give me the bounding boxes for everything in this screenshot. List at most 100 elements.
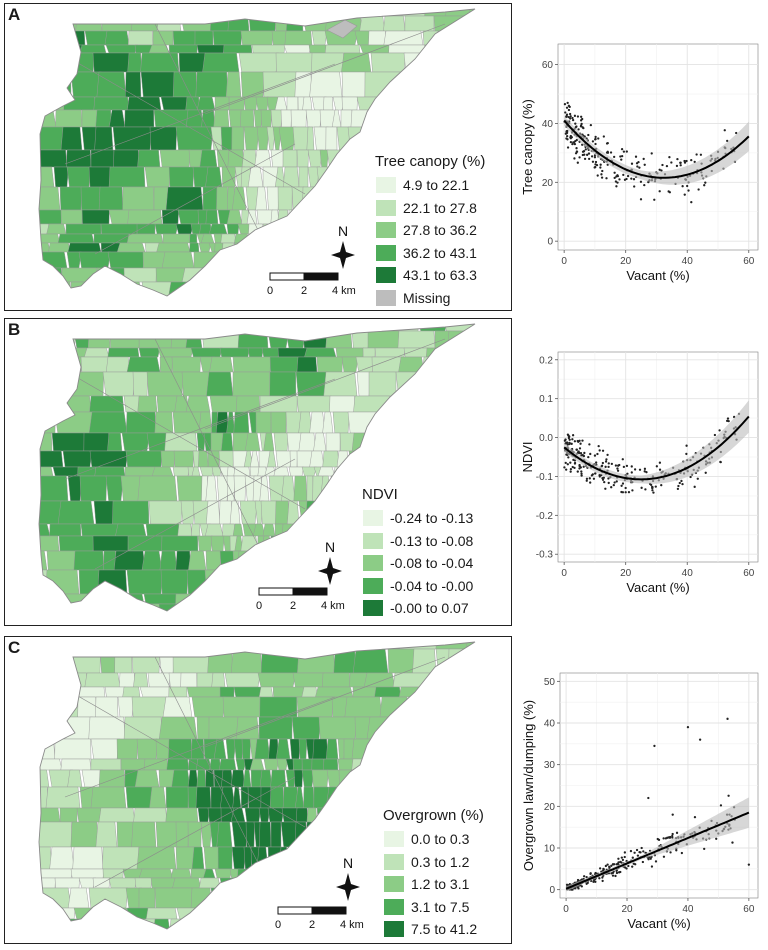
tract	[444, 466, 463, 477]
tract	[67, 887, 90, 909]
tract	[171, 356, 201, 373]
tract	[72, 686, 106, 698]
tract	[199, 149, 218, 168]
tract	[399, 686, 429, 698]
tract	[219, 500, 233, 525]
tract	[168, 686, 188, 698]
tract	[243, 126, 260, 151]
tract	[465, 44, 475, 54]
tract	[39, 696, 50, 718]
tract	[369, 786, 387, 809]
fit-line	[563, 119, 750, 179]
tract	[70, 821, 99, 848]
data-point	[667, 836, 670, 839]
tract	[426, 769, 459, 788]
tract	[458, 466, 475, 477]
tract	[138, 868, 174, 879]
tract	[62, 450, 93, 468]
tract	[288, 233, 297, 244]
tract	[186, 109, 204, 128]
data-point	[650, 485, 654, 489]
tract	[100, 223, 138, 235]
fit-line	[565, 811, 750, 890]
tract	[205, 166, 223, 188]
tract	[336, 166, 347, 188]
data-point	[675, 849, 678, 852]
data-point	[593, 166, 596, 169]
tract	[277, 186, 293, 211]
tract	[443, 109, 475, 128]
data-point	[582, 126, 585, 130]
y-tick-label: 20	[544, 802, 556, 813]
tract	[88, 166, 112, 188]
tract	[48, 696, 79, 718]
tract	[359, 15, 386, 32]
data-point	[683, 193, 686, 196]
legend-item: Missing	[375, 287, 485, 310]
x-tick-label: 60	[743, 256, 755, 267]
x-axis-label: Vacant (%)	[626, 268, 689, 283]
tract	[296, 395, 332, 413]
data-point	[660, 484, 663, 487]
tract	[115, 523, 147, 537]
tract	[108, 166, 146, 188]
x-tick-label: 20	[620, 256, 632, 267]
tract	[463, 411, 475, 434]
tract	[346, 466, 368, 477]
tract	[235, 887, 264, 909]
data-point	[685, 452, 688, 456]
tract	[196, 672, 214, 688]
tract	[460, 672, 475, 688]
tract	[251, 44, 286, 54]
tract	[39, 569, 48, 595]
tract	[39, 466, 54, 477]
tract	[330, 475, 341, 502]
tract	[39, 738, 56, 760]
tract	[392, 672, 433, 688]
data-point	[565, 468, 568, 471]
data-point	[651, 489, 654, 492]
data-point	[686, 726, 690, 729]
tract	[286, 550, 300, 571]
tract	[401, 71, 437, 98]
tract	[293, 603, 316, 611]
tract	[308, 9, 332, 17]
tract	[127, 535, 163, 552]
tract	[317, 466, 336, 477]
tract	[155, 267, 186, 283]
panel-a: A Tree canopy (%) 4.9 to 22.1 22.1 to 27…	[4, 3, 512, 311]
tract	[394, 411, 422, 434]
tract	[105, 475, 124, 502]
data-point	[704, 181, 707, 184]
tract	[94, 281, 117, 296]
tract	[39, 267, 51, 283]
tract	[130, 15, 160, 32]
tract	[218, 642, 255, 650]
tract	[270, 209, 280, 225]
scatter-chart-overgrown: 0 20 40 60 0 10 20 30 40 50 Vacant (%) Overgrown la…	[520, 667, 765, 947]
tract	[161, 251, 195, 269]
tract	[411, 758, 450, 771]
tract	[185, 395, 211, 413]
tract	[49, 846, 75, 870]
tract	[145, 907, 178, 920]
data-point	[569, 470, 572, 473]
data-point	[680, 851, 684, 855]
tract	[337, 149, 353, 168]
tract	[397, 330, 436, 349]
tract	[270, 149, 285, 168]
tract	[339, 786, 351, 809]
legend-label: 43.1 to 63.3	[403, 267, 477, 284]
data-point	[665, 164, 669, 168]
tract	[116, 242, 146, 253]
tract	[326, 149, 343, 168]
tract	[255, 96, 270, 111]
tract	[293, 769, 304, 788]
tract	[61, 918, 94, 929]
tract	[94, 126, 114, 151]
data-point	[649, 857, 652, 860]
tract	[39, 126, 65, 151]
tract	[348, 846, 376, 870]
data-point	[573, 157, 576, 160]
tract	[415, 786, 452, 809]
